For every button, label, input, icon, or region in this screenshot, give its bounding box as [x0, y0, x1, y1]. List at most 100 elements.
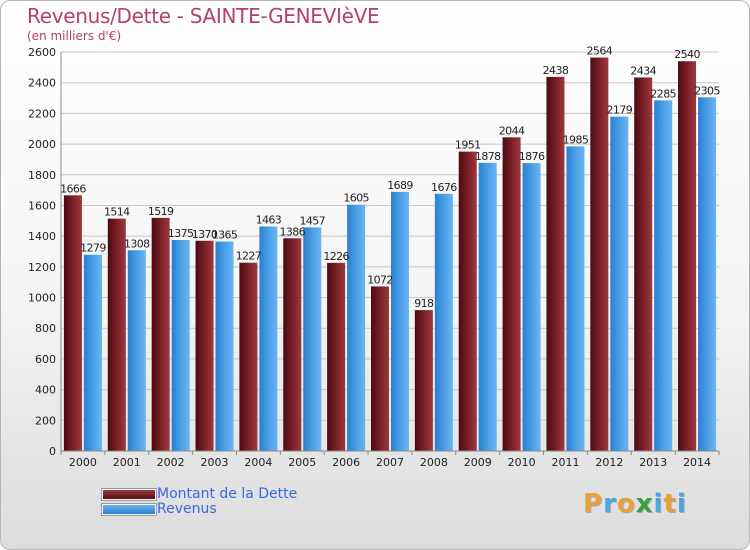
bar-revenus	[259, 226, 278, 451]
bar-dette	[590, 57, 609, 451]
data-label-revenus: 2305	[694, 84, 720, 97]
x-tick-label: 2003	[201, 456, 229, 469]
bar-revenus	[83, 254, 102, 451]
data-label-dette: 1386	[279, 225, 305, 238]
chart-title: Revenus/Dette - SAINTE-GENEVIèVE	[27, 4, 380, 28]
y-tick-label: 1200	[28, 261, 56, 274]
bar-dette	[458, 151, 477, 451]
bar-dette	[502, 137, 521, 451]
bar-dette	[151, 217, 170, 451]
legend-swatch-dette	[102, 489, 156, 500]
logo-letter: i	[676, 489, 687, 519]
bar-revenus	[698, 97, 717, 452]
data-label-revenus: 1375	[168, 227, 194, 240]
y-tick-label: 2200	[28, 107, 56, 120]
x-tick-label: 2013	[639, 456, 667, 469]
logo-letter: o	[616, 489, 636, 519]
x-tick-label: 2001	[113, 456, 141, 469]
data-label-dette: 2044	[499, 124, 525, 137]
data-label-revenus: 1689	[387, 179, 413, 192]
bar-revenus	[478, 162, 497, 451]
proxiti-logo: Proxiti	[583, 489, 687, 519]
x-tick-label: 2007	[376, 456, 404, 469]
data-label-dette: 2564	[587, 45, 613, 58]
data-label-dette: 1226	[323, 250, 349, 263]
bar-dette	[327, 262, 346, 451]
data-label-revenus: 1605	[343, 192, 369, 205]
y-tick-label: 1800	[28, 169, 56, 182]
data-label-dette: 1227	[236, 250, 262, 263]
bar-revenus	[127, 250, 146, 451]
y-tick-label: 2600	[28, 46, 56, 59]
bar-dette	[283, 238, 302, 451]
x-tick-label: 2004	[244, 456, 272, 469]
bar-dette	[195, 240, 214, 451]
y-tick-label: 1400	[28, 230, 56, 243]
data-label-revenus: 1457	[299, 214, 325, 227]
y-tick-label: 200	[35, 414, 56, 427]
data-label-revenus: 2285	[650, 87, 676, 100]
bar-dette	[546, 76, 565, 451]
y-tick-label: 0	[49, 445, 56, 458]
legend-label-revenus: Revenus	[157, 501, 217, 517]
x-tick-label: 2008	[420, 456, 448, 469]
bar-revenus	[610, 116, 629, 452]
x-tick-label: 2012	[595, 456, 623, 469]
x-tick-label: 2000	[69, 456, 97, 469]
bar-revenus	[654, 100, 673, 451]
bar-revenus	[215, 241, 234, 451]
logo-letter: i	[653, 489, 664, 519]
bar-revenus	[347, 204, 366, 451]
y-tick-label: 1000	[28, 292, 56, 305]
bar-dette	[63, 195, 82, 451]
bar-dette	[678, 61, 697, 451]
data-label-revenus: 1985	[563, 133, 589, 146]
x-tick-label: 2002	[157, 456, 185, 469]
data-label-dette: 2438	[543, 64, 569, 77]
data-label-dette: 918	[414, 297, 434, 310]
data-label-dette: 1072	[367, 273, 393, 286]
bar-dette	[239, 262, 258, 451]
bar-revenus	[566, 146, 585, 451]
bar-revenus	[303, 227, 322, 451]
bar-revenus	[391, 191, 409, 451]
x-tick-label: 2005	[288, 456, 316, 469]
data-label-revenus: 1876	[519, 150, 545, 163]
bar-revenus	[171, 239, 190, 451]
x-tick-label: 2010	[508, 456, 536, 469]
bar-dette	[414, 310, 433, 451]
y-tick-label: 600	[35, 353, 56, 366]
data-label-dette: 1519	[148, 205, 174, 218]
chart-subtitle: (en milliers d'€)	[27, 29, 122, 43]
data-label-revenus: 1365	[212, 229, 238, 242]
data-label-revenus: 1308	[124, 237, 150, 250]
logo-letter: x	[635, 489, 654, 519]
logo-letter: P	[583, 489, 604, 519]
data-label-revenus: 1463	[256, 213, 282, 226]
bar-dette	[371, 286, 389, 451]
x-tick-label: 2011	[551, 456, 579, 469]
y-tick-label: 2400	[28, 77, 56, 90]
y-tick-label: 800	[35, 322, 56, 335]
bar-dette	[634, 77, 653, 452]
bar-revenus	[434, 193, 453, 451]
data-label-dette: 1951	[455, 139, 481, 152]
legend-swatch-revenus	[102, 504, 156, 515]
data-label-dette: 1514	[104, 206, 130, 219]
data-label-dette: 2434	[630, 64, 656, 77]
legend-label-dette: Montant de la Dette	[157, 486, 298, 502]
bar-dette	[107, 218, 126, 451]
logo-letter: t	[663, 489, 677, 519]
y-tick-label: 1600	[28, 199, 56, 212]
data-label-revenus: 1279	[80, 242, 106, 255]
data-label-revenus: 1676	[431, 181, 457, 194]
y-tick-label: 400	[35, 384, 56, 397]
data-label-dette: 2540	[674, 48, 700, 61]
x-tick-label: 2014	[683, 456, 711, 469]
y-tick-label: 2000	[28, 138, 56, 151]
data-label-dette: 1666	[60, 182, 86, 195]
logo-letter: r	[603, 489, 617, 519]
x-tick-label: 2006	[332, 456, 360, 469]
